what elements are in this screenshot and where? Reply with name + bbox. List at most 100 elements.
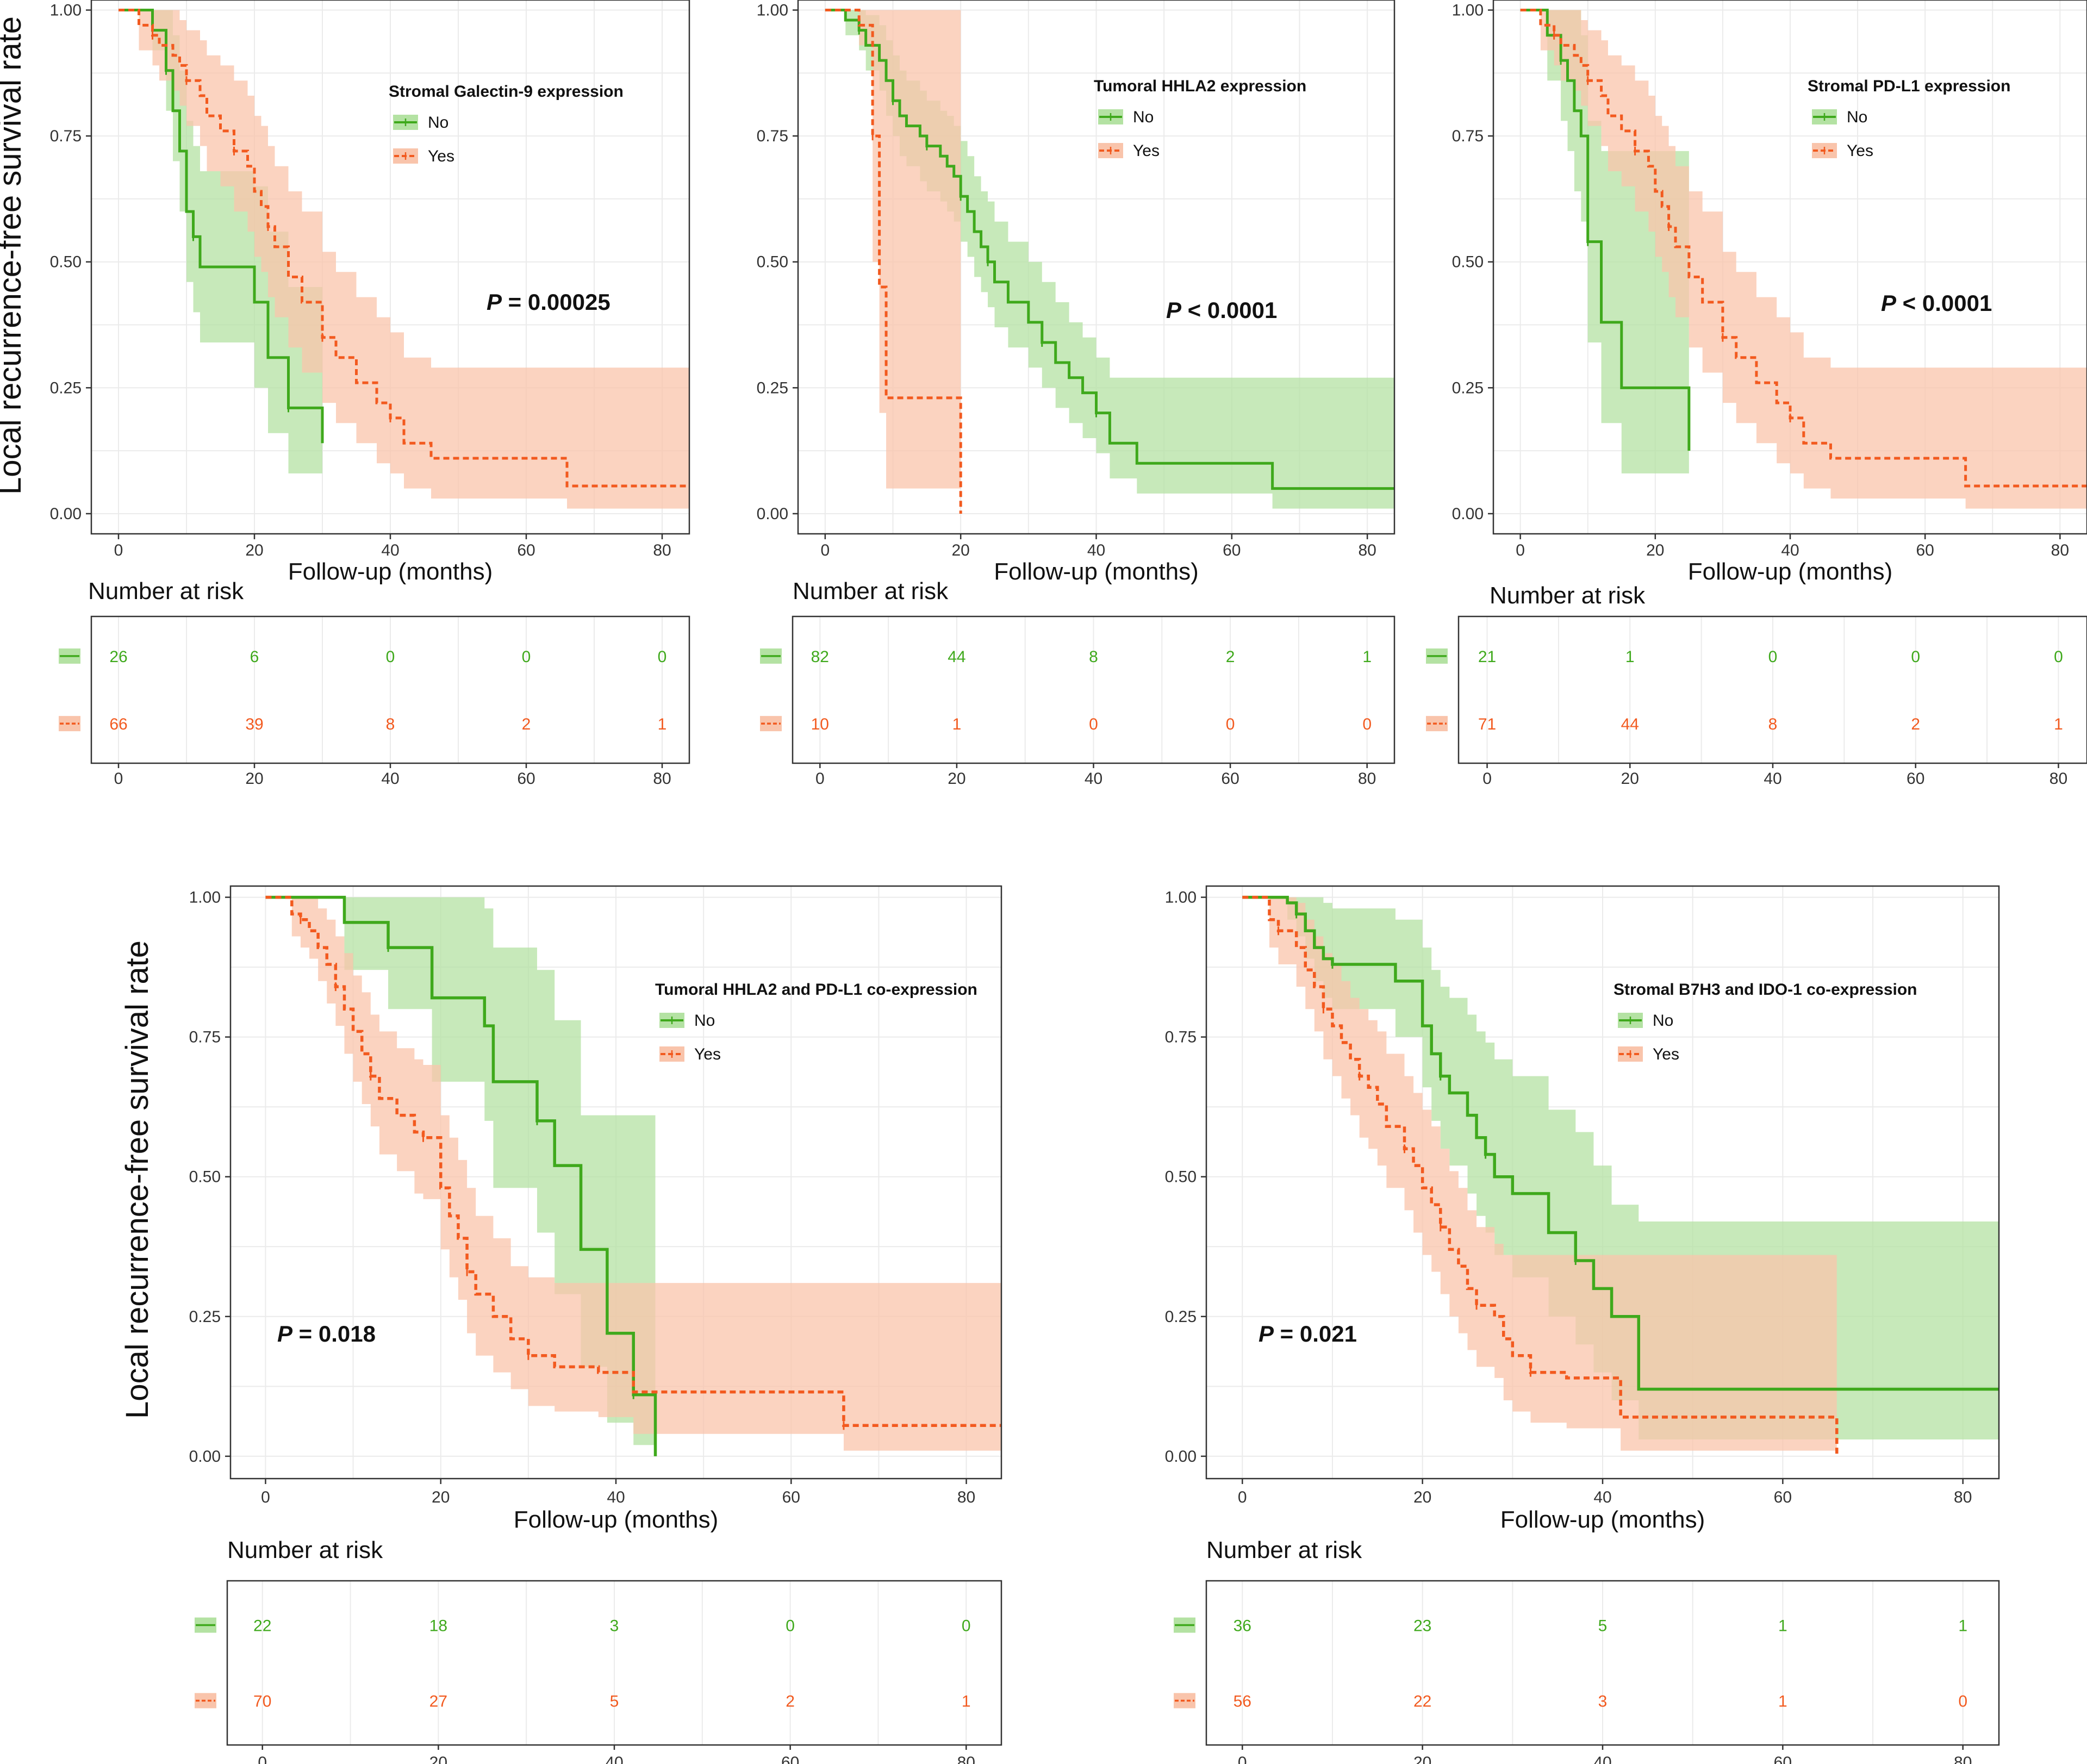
- risk-count: 8: [386, 715, 395, 733]
- y-tick-label: 0.25: [757, 379, 788, 397]
- risk-count: 66: [109, 715, 127, 733]
- y-tick-label: 0.50: [1452, 253, 1484, 271]
- legend-label-no: No: [428, 114, 448, 132]
- survival-curve-yes: [1520, 9, 2087, 488]
- legend-label-yes: Yes: [428, 147, 454, 165]
- legend-label-no: No: [1653, 1012, 1673, 1030]
- risk-x-tick-label: 80: [957, 1754, 975, 1764]
- y-tick-label: 0.75: [189, 1029, 221, 1046]
- y-tick-label: 0.75: [757, 127, 788, 145]
- y-axis-label: Local recurrence-free survival rate: [0, 16, 28, 495]
- risk-count: 21: [1478, 648, 1496, 666]
- x-tick-label: 0: [1238, 1488, 1247, 1506]
- legend-label-yes: Yes: [694, 1045, 721, 1063]
- x-tick-label: 80: [653, 541, 671, 559]
- ci-band-yes: [119, 10, 689, 509]
- risk-count: 0: [1768, 648, 1778, 666]
- survival-curve-yes: [825, 9, 962, 514]
- legend-label-no: No: [694, 1012, 715, 1030]
- risk-count: 1: [1362, 648, 1372, 666]
- x-tick-label: 20: [245, 541, 263, 559]
- risk-count: 10: [811, 715, 829, 733]
- risk-x-tick-label: 20: [948, 770, 965, 788]
- x-axis-label: Follow-up (months): [1688, 558, 1893, 585]
- risk-x-tick-label: 60: [1774, 1754, 1792, 1764]
- y-tick-label: 0.25: [1452, 379, 1484, 397]
- x-tick-label: 60: [1223, 541, 1241, 559]
- x-tick-label: 0: [261, 1488, 270, 1506]
- risk-count: 8: [1768, 715, 1778, 733]
- x-tick-label: 80: [957, 1488, 975, 1506]
- ci-band-yes: [1242, 897, 1837, 1456]
- ci-band-no: [265, 897, 656, 1456]
- y-tick-label: 0.50: [50, 253, 82, 271]
- x-tick-label: 20: [1646, 541, 1664, 559]
- risk-x-tick-label: 80: [653, 770, 671, 788]
- y-tick-label: 0.75: [1452, 127, 1484, 145]
- y-tick-label: 0.00: [189, 1448, 221, 1466]
- risk-x-tick-label: 40: [1764, 770, 1781, 788]
- y-tick-label: 0.75: [50, 127, 82, 145]
- x-tick-label: 40: [607, 1488, 625, 1506]
- p-symbol: P: [1881, 290, 1897, 316]
- risk-table-title: Number at risk: [227, 1537, 383, 1563]
- risk-count: 5: [610, 1692, 619, 1710]
- risk-x-tick-label: 60: [1907, 770, 1924, 788]
- x-axis-label: Follow-up (months): [994, 558, 1199, 585]
- risk-count: 44: [1621, 715, 1639, 733]
- y-tick-label: 1.00: [1452, 2, 1484, 20]
- risk-x-tick-label: 40: [381, 770, 399, 788]
- risk-x-tick-label: 60: [517, 770, 535, 788]
- y-tick-label: 0.00: [757, 505, 788, 523]
- risk-count: 27: [429, 1692, 447, 1710]
- risk-count: 8: [1089, 648, 1098, 666]
- risk-count: 0: [522, 648, 531, 666]
- y-tick-label: 0.00: [50, 505, 82, 523]
- risk-count: 0: [786, 1617, 795, 1635]
- legend-title: Tumoral HHLA2 and PD-L1 co-expression: [655, 981, 977, 999]
- x-tick-label: 60: [1774, 1488, 1792, 1506]
- survival-curve-no: [1242, 895, 1999, 1391]
- risk-x-tick-label: 60: [781, 1754, 799, 1764]
- risk-count: 2: [1226, 648, 1235, 666]
- y-tick-label: 0.25: [1165, 1308, 1197, 1326]
- risk-count: 71: [1478, 715, 1496, 733]
- y-tick-label: 0.50: [1165, 1168, 1197, 1186]
- x-tick-label: 40: [381, 541, 399, 559]
- p-value-text: < 0.0001: [1896, 290, 1992, 316]
- x-tick-label: 0: [1516, 541, 1525, 559]
- p-value-text: = 0.00025: [502, 289, 610, 315]
- legend-label-yes: Yes: [1847, 142, 1873, 160]
- y-tick-label: 0.50: [189, 1168, 221, 1186]
- risk-count: 26: [109, 648, 127, 666]
- x-tick-label: 60: [517, 541, 535, 559]
- risk-count: 1: [962, 1692, 971, 1710]
- y-tick-label: 0.50: [757, 253, 788, 271]
- risk-count: 23: [1413, 1617, 1431, 1635]
- x-tick-label: 40: [1087, 541, 1105, 559]
- risk-x-tick-label: 0: [1238, 1754, 1247, 1764]
- p-value-annotation: P < 0.0001: [1166, 297, 1277, 323]
- risk-count: 22: [253, 1617, 271, 1635]
- risk-x-tick-label: 80: [1358, 770, 1376, 788]
- risk-x-tick-label: 20: [429, 1754, 447, 1764]
- risk-count: 0: [1911, 648, 1920, 666]
- legend: Tumoral HHLA2 expression No Yes: [1094, 77, 1306, 160]
- risk-table-title: Number at risk: [793, 578, 949, 604]
- km-panel-5: 0.00 0.25 0.50 0.75 1.00 0 20 40 60 80 Follow-up (…: [1165, 885, 2000, 1764]
- legend-title: Stromal PD-L1 expression: [1808, 77, 2010, 95]
- x-tick-label: 0: [821, 541, 830, 559]
- legend: Stromal B7H3 and IDO-1 co-expression No Ye…: [1613, 981, 1917, 1063]
- risk-x-tick-label: 0: [258, 1754, 267, 1764]
- ci-band-no: [119, 10, 322, 494]
- risk-x-tick-label: 40: [1085, 770, 1102, 788]
- legend-label-no: No: [1847, 108, 1867, 126]
- risk-table-title: Number at risk: [1206, 1537, 1362, 1563]
- x-axis-label: Follow-up (months): [288, 558, 493, 585]
- legend-title: Stromal Galectin-9 expression: [389, 83, 624, 101]
- survival-curve-yes: [265, 895, 1001, 1428]
